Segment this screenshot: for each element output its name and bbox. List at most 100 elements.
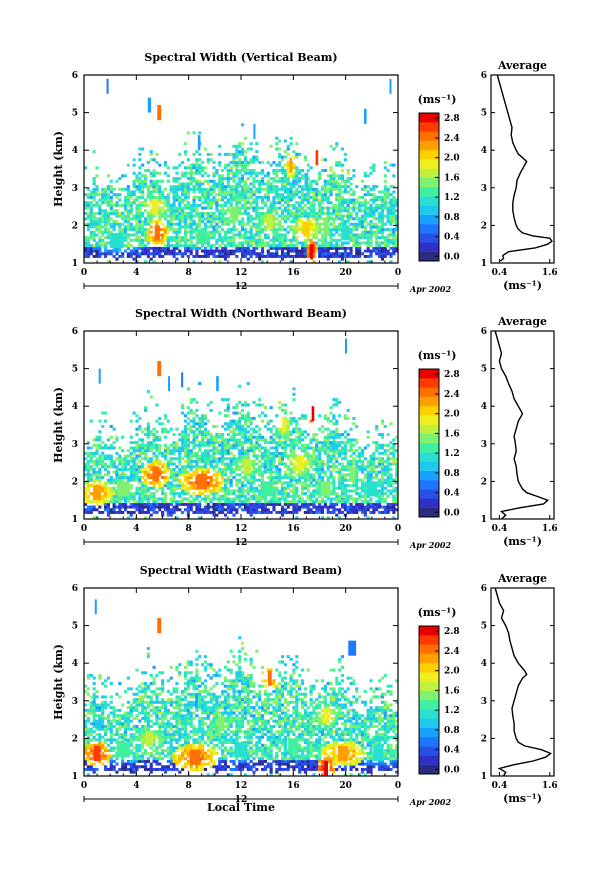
- heat-cell: [238, 478, 242, 482]
- heat-cell: [221, 489, 225, 493]
- heat-cell: [152, 500, 156, 504]
- heat-cell: [121, 217, 125, 221]
- heat-cell: [183, 486, 188, 490]
- heat-cell: [283, 220, 287, 224]
- heat-cell: [203, 433, 208, 437]
- heat-cell: [89, 478, 93, 482]
- heat-cell: [306, 252, 310, 256]
- heat-cell: [241, 203, 245, 207]
- heat-cell: [320, 158, 325, 162]
- heat-cell: [335, 195, 339, 199]
- heat-cell: [201, 508, 205, 512]
- heat-cell: [129, 193, 133, 197]
- heat-cell: [380, 211, 385, 215]
- heat-cell: [212, 497, 216, 501]
- heat-cell: [260, 260, 265, 264]
- heat-cell: [112, 481, 116, 485]
- heat-cell: [260, 244, 265, 248]
- heat-cell: [280, 185, 285, 189]
- heat-cell: [103, 473, 108, 477]
- heat-cell: [166, 478, 170, 482]
- heat-cell: [275, 171, 279, 175]
- heat-cell: [286, 187, 290, 191]
- heat-cell: [246, 414, 250, 418]
- heat-cell: [201, 492, 205, 496]
- heat-cell: [189, 214, 193, 218]
- heat-cell: [329, 217, 333, 221]
- heat-cell: [221, 459, 225, 463]
- heat-cell: [232, 241, 236, 245]
- heat-cell: [84, 206, 88, 210]
- heat-cell: [183, 230, 188, 234]
- heat-cell: [186, 446, 190, 450]
- heat-cell: [252, 473, 256, 477]
- heat-cell: [146, 435, 150, 439]
- heat-cell: [118, 228, 122, 232]
- heat-cell: [255, 198, 259, 202]
- heat-cell: [195, 494, 199, 498]
- heat-cell: [92, 195, 96, 199]
- heat-cell: [272, 177, 276, 181]
- heat-cell: [141, 230, 145, 234]
- heat-cell: [249, 171, 253, 175]
- heat-cell: [235, 185, 239, 189]
- heat-cell: [358, 249, 362, 253]
- heat-cell: [309, 166, 313, 170]
- heat-cell: [238, 209, 242, 213]
- heat-cell: [183, 222, 188, 226]
- heat-cell: [141, 201, 145, 205]
- heat-cell: [380, 217, 385, 221]
- heat-cell: [332, 174, 336, 178]
- heat-cell: [246, 489, 250, 493]
- heat-cell: [306, 446, 310, 450]
- heat-cell: [289, 142, 293, 146]
- heat-cell: [346, 185, 350, 189]
- heat-cell: [338, 486, 342, 490]
- heat-cell: [246, 435, 250, 439]
- heat-cell: [329, 510, 333, 514]
- heat-cell: [175, 443, 179, 447]
- heat-cell: [383, 214, 387, 218]
- heat-cell: [300, 228, 305, 232]
- heat-cell: [84, 508, 88, 512]
- heat-cell: [349, 187, 353, 191]
- heat-cell: [252, 225, 256, 229]
- heat-cell: [238, 449, 242, 453]
- heat-cell: [181, 443, 185, 447]
- heat-cell: [175, 500, 179, 504]
- heat-cell: [383, 206, 387, 210]
- heat-cell: [338, 201, 342, 205]
- heat-cell: [258, 484, 262, 488]
- heat-cell: [386, 209, 390, 213]
- colorbar-tick-label: 1.2: [444, 193, 460, 203]
- heat-cell: [292, 419, 296, 423]
- heat-cell: [323, 198, 327, 202]
- heat-cell: [289, 481, 293, 485]
- heat-cell: [103, 222, 108, 226]
- heat-cell: [178, 457, 182, 461]
- heat-cell: [266, 179, 270, 183]
- heat-cell: [283, 150, 287, 154]
- heat-cell: [258, 489, 262, 493]
- heat-cell: [286, 230, 290, 234]
- heat-cell: [212, 449, 216, 453]
- heat-cell: [232, 249, 236, 253]
- heat-cell: [218, 185, 222, 189]
- heat-cell: [292, 193, 296, 197]
- heat-cell: [215, 451, 219, 455]
- heat-cell: [135, 489, 139, 493]
- heat-cell: [238, 467, 242, 471]
- heat-cell: [183, 438, 188, 442]
- heat-cell: [286, 443, 290, 447]
- heat-cell: [280, 435, 285, 439]
- heat-cell: [212, 502, 216, 506]
- heat-cell: [163, 500, 168, 504]
- heat-cell: [152, 481, 156, 485]
- heat-cell: [135, 211, 139, 215]
- heat-cell: [152, 433, 156, 437]
- heat-cell: [146, 230, 150, 234]
- heat-cell: [266, 211, 270, 215]
- heat-cell: [338, 254, 342, 258]
- heat-cell: [255, 505, 259, 509]
- heat-cell: [241, 225, 245, 229]
